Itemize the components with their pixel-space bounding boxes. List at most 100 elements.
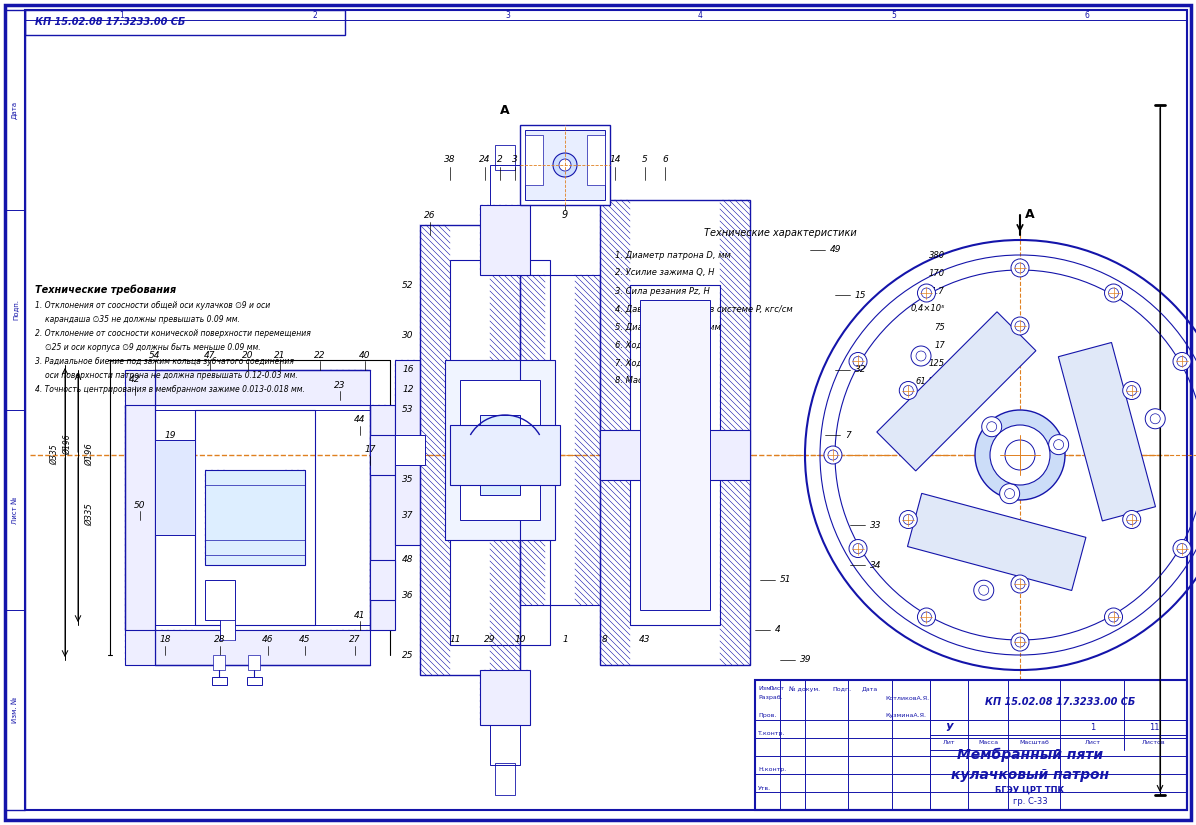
Text: 35: 35 — [402, 475, 414, 484]
Text: 2: 2 — [498, 155, 502, 164]
Circle shape — [1049, 435, 1069, 455]
Text: У: У — [945, 723, 953, 733]
Text: 30: 30 — [402, 331, 414, 340]
Text: Ø196: Ø196 — [63, 435, 73, 455]
Bar — [755, 680, 1186, 810]
Bar — [495, 145, 515, 170]
Text: 29: 29 — [484, 635, 496, 644]
Text: 40: 40 — [359, 351, 371, 360]
Text: 6. Ход поршня S, мм: 6. Ход поршня S, мм — [615, 341, 704, 350]
Bar — [450, 260, 550, 645]
Bar — [420, 225, 520, 675]
Bar — [205, 580, 234, 620]
Text: 52: 52 — [402, 280, 414, 290]
Text: 3: 3 — [512, 155, 518, 164]
Text: Подп.: Подп. — [12, 299, 18, 320]
Text: карандаша ∅35 не должны превышать 0.09 мм.: карандаша ∅35 не должны превышать 0.09 м… — [45, 314, 240, 323]
Text: 18: 18 — [159, 635, 171, 644]
Text: 13: 13 — [560, 155, 570, 164]
Text: Пров.: Пров. — [758, 714, 776, 719]
Bar — [480, 205, 530, 275]
Text: 17: 17 — [934, 341, 945, 350]
Text: 5. Диаметр штока d, мм: 5. Диаметр штока d, мм — [615, 323, 721, 332]
Text: Ø335: Ø335 — [50, 445, 60, 465]
Bar — [370, 435, 395, 475]
Circle shape — [1105, 284, 1123, 302]
Bar — [520, 125, 610, 205]
Bar — [525, 130, 605, 200]
Text: Технические требования: Технические требования — [35, 285, 176, 295]
Bar — [600, 430, 750, 480]
Text: 45: 45 — [299, 635, 311, 644]
Text: 4: 4 — [698, 11, 703, 20]
Text: 43: 43 — [639, 635, 651, 644]
Text: 4. Точность центрирования в мембранном зажиме 0.013-0.018 мм.: 4. Точность центрирования в мембранном з… — [35, 384, 305, 394]
Text: Масса: Масса — [978, 739, 999, 744]
Text: 7: 7 — [846, 431, 850, 440]
Text: 26: 26 — [425, 210, 435, 219]
Circle shape — [849, 540, 867, 558]
Text: Технические характеристики: Технические характеристики — [703, 228, 856, 238]
Text: 53: 53 — [402, 406, 414, 414]
Text: 0,4×10⁵: 0,4×10⁵ — [910, 304, 945, 314]
Text: Н.контр.: Н.контр. — [758, 767, 786, 772]
Bar — [395, 360, 420, 545]
Text: 75: 75 — [934, 323, 945, 332]
Text: Ø335: Ø335 — [85, 503, 94, 526]
Bar — [212, 677, 227, 685]
Text: 44: 44 — [354, 416, 366, 425]
Text: 125: 125 — [929, 359, 945, 367]
Circle shape — [1011, 575, 1029, 593]
Bar — [525, 135, 543, 185]
Bar — [877, 312, 1036, 471]
Text: 3. Сила резания Pz, Н: 3. Сила резания Pz, Н — [615, 286, 709, 295]
Circle shape — [824, 446, 842, 464]
Circle shape — [553, 153, 576, 177]
Text: 21: 21 — [274, 351, 286, 360]
Text: 32: 32 — [855, 365, 866, 375]
Text: 14: 14 — [609, 155, 621, 164]
Bar — [1058, 342, 1155, 521]
Text: 27: 27 — [349, 635, 361, 644]
Text: 12: 12 — [402, 385, 414, 394]
Bar — [908, 493, 1086, 591]
Circle shape — [899, 381, 917, 399]
Text: 2. Отклонение от соосности конической поверхности перемещения: 2. Отклонение от соосности конической по… — [35, 328, 311, 337]
Bar — [490, 725, 520, 765]
Text: КузминаА.Я.: КузминаА.Я. — [885, 714, 926, 719]
Bar — [195, 410, 315, 625]
Bar — [495, 763, 515, 795]
Text: 24: 24 — [480, 155, 490, 164]
Text: 1: 1 — [562, 635, 568, 644]
Text: 47: 47 — [205, 351, 215, 360]
Text: 1. Диаметр патрона D, мм: 1. Диаметр патрона D, мм — [615, 251, 731, 260]
Text: 3. Радиальное биение под зажим кольца зубчатого соединения: 3. Радиальное биение под зажим кольца зу… — [35, 356, 294, 365]
Text: 37: 37 — [402, 511, 414, 520]
Text: Лист: Лист — [769, 686, 785, 691]
Text: 5: 5 — [642, 155, 648, 164]
Text: 5: 5 — [891, 11, 896, 20]
Text: 22: 22 — [315, 351, 325, 360]
Text: Масштаб: Масштаб — [1019, 739, 1049, 744]
Bar — [630, 285, 720, 625]
Text: 11: 11 — [450, 635, 460, 644]
Circle shape — [982, 417, 1002, 436]
Bar — [370, 405, 395, 630]
Bar — [460, 380, 541, 520]
Text: КП 15.02.08 17.3233.00 СБ: КП 15.02.08 17.3233.00 СБ — [984, 697, 1135, 707]
Text: 41: 41 — [354, 610, 366, 620]
Text: 33: 33 — [869, 521, 881, 530]
Text: 2: 2 — [312, 11, 317, 20]
Text: 44.7: 44.7 — [926, 286, 945, 295]
Bar — [248, 677, 262, 685]
Circle shape — [1011, 259, 1029, 277]
Text: 50: 50 — [134, 501, 146, 510]
Text: 17: 17 — [365, 446, 376, 455]
Circle shape — [1123, 381, 1141, 399]
Circle shape — [1123, 511, 1141, 529]
Text: 31: 31 — [585, 155, 596, 164]
Bar — [220, 620, 234, 640]
Text: 42: 42 — [129, 375, 141, 384]
Text: Листов: Листов — [1142, 739, 1166, 744]
Text: Разраб.: Разраб. — [758, 695, 782, 700]
